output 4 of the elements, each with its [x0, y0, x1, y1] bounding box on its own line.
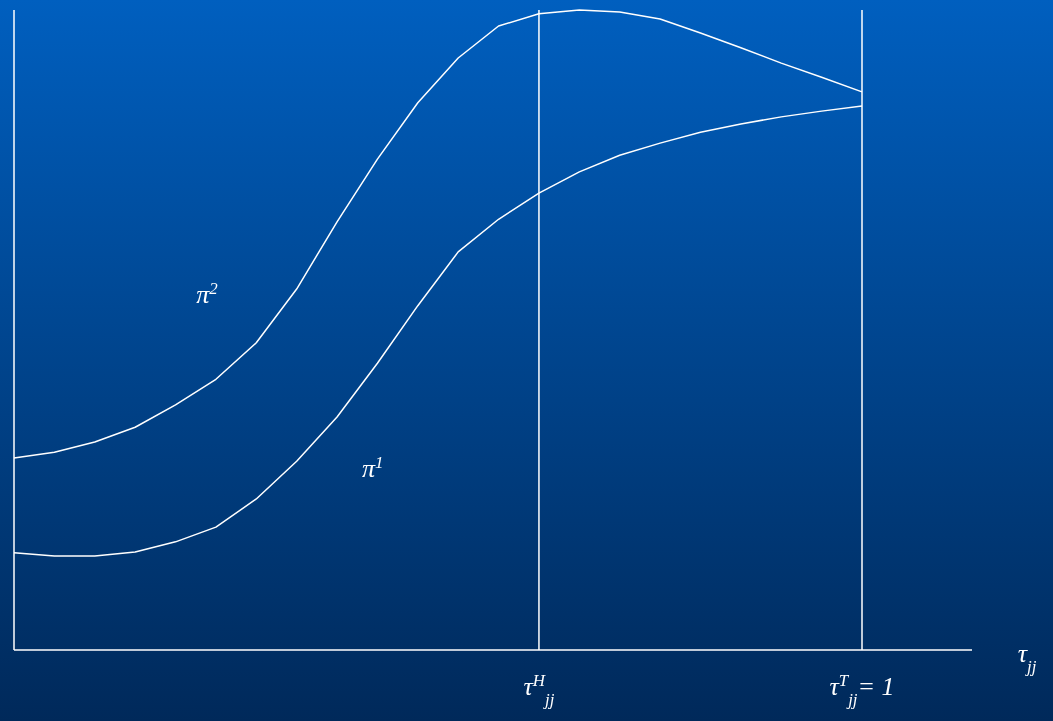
x-tick-label: τ$^{T}$$_{jj}$= 1	[829, 670, 895, 709]
x-axis-title: τ$_{jj}$	[1017, 639, 1037, 676]
series-label: π$^{2}$	[196, 278, 219, 309]
series-label: π$^{1}$	[362, 452, 384, 484]
